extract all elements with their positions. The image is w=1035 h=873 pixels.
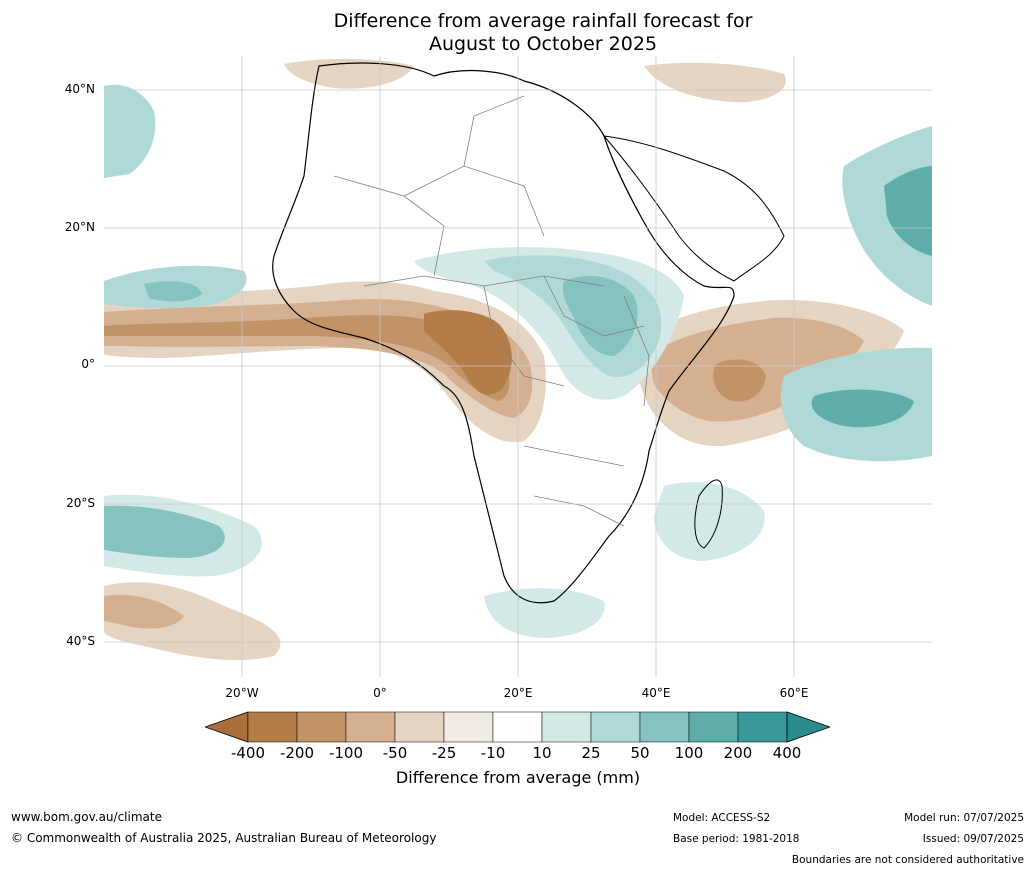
colorbar-cell xyxy=(590,711,641,743)
colorbar-tick-label: -10 xyxy=(480,744,506,762)
colorbar-tick-label: -100 xyxy=(328,744,364,762)
border-sahara-1 xyxy=(333,175,445,277)
lat-label-20n: 20°N xyxy=(64,220,95,234)
lon-label-40e: 40°E xyxy=(641,686,671,700)
colorbar-tick-label: 100 xyxy=(674,744,704,762)
footer-website: www.bom.gov.au/climate xyxy=(11,810,162,824)
footer-issued: Issued: 09/07/2025 xyxy=(922,833,1024,845)
lon-label-60e: 60°E xyxy=(779,686,809,700)
footer-disclaimer: Boundaries are not considered authoritat… xyxy=(791,854,1024,866)
colorbar-cell xyxy=(639,711,690,743)
colorbar-tick-label: 50 xyxy=(630,744,650,762)
agulhas-wet xyxy=(484,588,605,638)
colorbar-tick-label: -25 xyxy=(431,744,457,762)
colorbar-tick-label: 200 xyxy=(723,744,753,762)
indian-ocean-wet-core xyxy=(811,389,914,428)
graticule xyxy=(104,56,932,677)
lat-label-40n: 40°N xyxy=(64,82,95,96)
colorbar-cell xyxy=(443,711,494,743)
colorbar-cell xyxy=(247,711,298,743)
caspian-dry xyxy=(644,62,786,103)
colorbar-tick-label: 10 xyxy=(532,744,552,762)
colorbar-tick-label: -200 xyxy=(279,744,315,762)
colorbar-cell xyxy=(492,711,543,743)
south-atlantic-wet-mid xyxy=(104,505,225,558)
gulf-of-guinea-dry-core xyxy=(424,310,512,395)
west-africa-dry-band-inner xyxy=(104,315,510,401)
east-africa-dry-core xyxy=(713,359,766,402)
colorbar-tick-label: 400 xyxy=(772,744,802,762)
lon-label-0: 0° xyxy=(373,686,387,700)
lon-label-20w: 20°W xyxy=(225,686,259,700)
colorbar-cell xyxy=(394,711,445,743)
border-central-2 xyxy=(543,275,645,337)
central-africa-wet-core xyxy=(562,276,638,356)
map-title-line-1: Difference from average rainfall forecas… xyxy=(333,10,753,32)
dry-anomaly-regions xyxy=(104,58,904,661)
lat-label-20s: 20°S xyxy=(66,496,95,510)
footer-copyright: © Commonwealth of Australia 2025, Austra… xyxy=(11,831,437,845)
colorbar-extend-high xyxy=(786,711,830,743)
colorbar-cell xyxy=(737,711,788,743)
rainfall-anomaly-map xyxy=(104,56,932,677)
tropical-atlantic-wet-core xyxy=(144,281,202,302)
north-atlantic-wet xyxy=(104,84,156,178)
colorbar xyxy=(205,711,830,743)
arabian-peninsula-coastline xyxy=(602,135,785,282)
colorbar-tick-label: -400 xyxy=(230,744,266,762)
footer-model-run: Model run: 07/07/2025 xyxy=(904,812,1024,824)
border-southern-2 xyxy=(533,495,625,527)
lat-label-40s: 40°S xyxy=(66,634,95,648)
footer-base-period: Base period: 1981-2018 xyxy=(673,833,800,845)
madagascar-coastline xyxy=(694,479,723,549)
border-sahara-2 xyxy=(403,165,545,237)
colorbar-tick-label: -50 xyxy=(382,744,408,762)
africa-landmass xyxy=(272,62,785,604)
south-atlantic-dry-core xyxy=(104,594,184,629)
africa-coastline xyxy=(272,62,735,604)
footer-model: Model: ACCESS-S2 xyxy=(673,812,771,824)
colorbar-cell xyxy=(345,711,396,743)
colorbar-cell xyxy=(296,711,347,743)
border-north-1 xyxy=(463,95,525,167)
border-southern-1 xyxy=(523,445,625,467)
colorbar-tick-label: 25 xyxy=(581,744,601,762)
border-east-1 xyxy=(623,295,650,407)
lon-label-20e: 20°E xyxy=(503,686,533,700)
colorbar-cell xyxy=(688,711,739,743)
mozambique-channel-wet xyxy=(654,482,765,561)
country-borders xyxy=(333,95,650,527)
lat-label-equator: 0° xyxy=(81,357,95,371)
colorbar-cell xyxy=(541,711,592,743)
colorbar-extend-low xyxy=(205,711,249,743)
colorbar-label: Difference from average (mm) xyxy=(395,768,641,787)
arabian-sea-wet-core xyxy=(884,166,932,256)
border-central-1 xyxy=(483,285,565,387)
map-title-line-2: August to October 2025 xyxy=(428,33,658,55)
